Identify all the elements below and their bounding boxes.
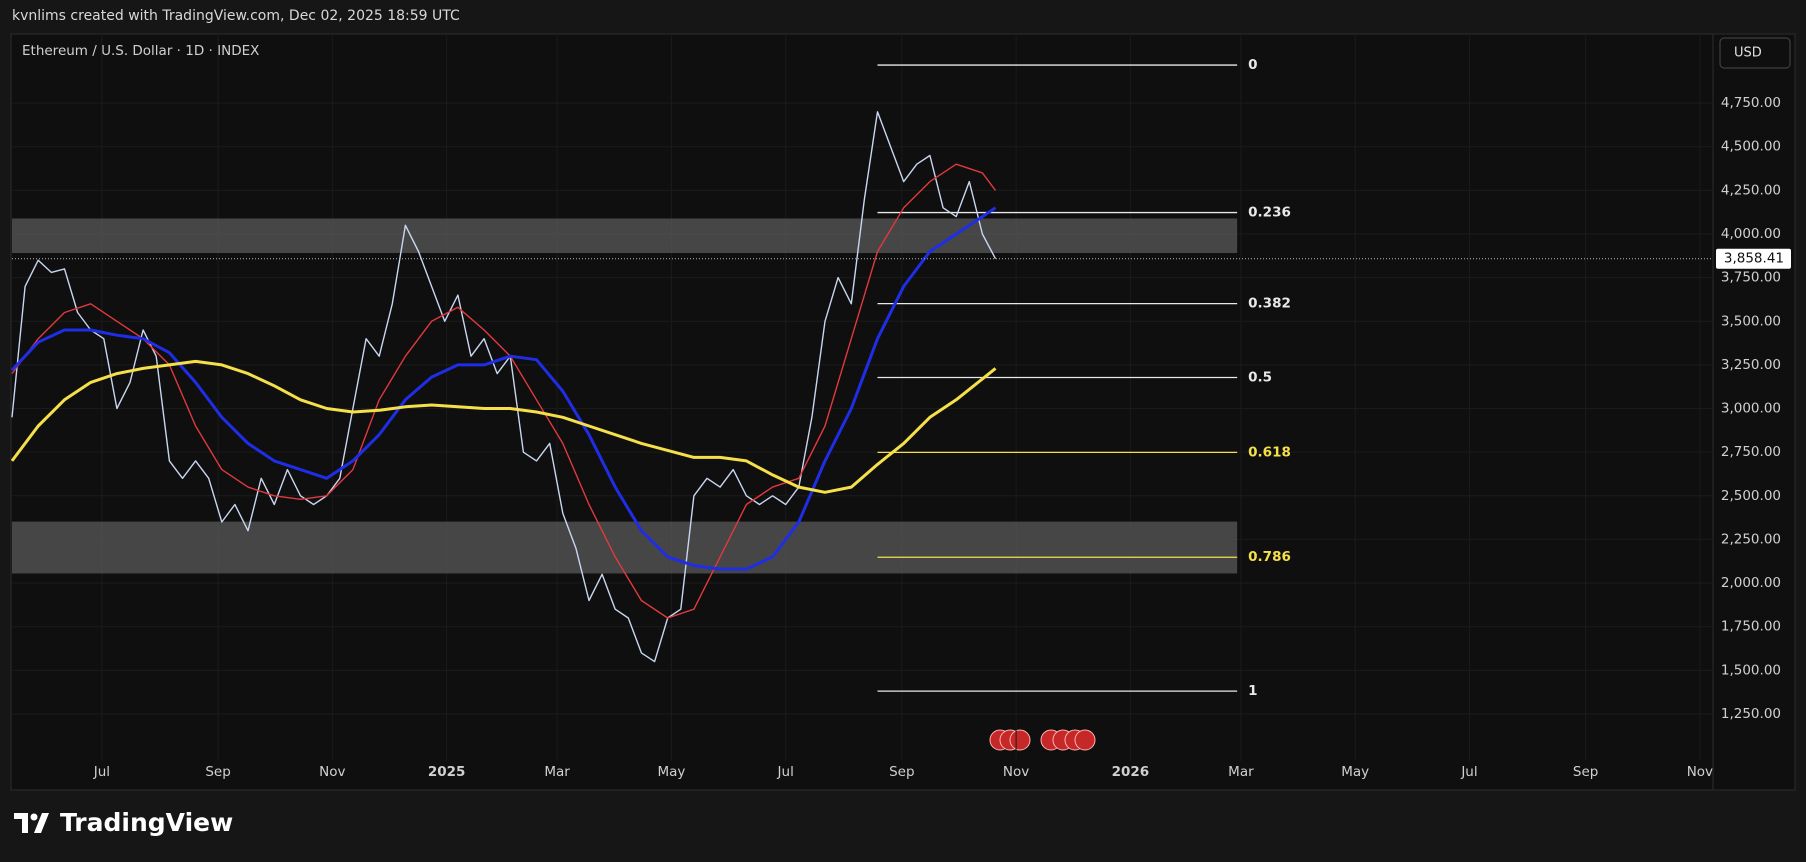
y-tick-label: 3,750.00 bbox=[1721, 270, 1781, 286]
fib-label: 0.618 bbox=[1248, 444, 1291, 460]
last-price-tag bbox=[1716, 248, 1791, 269]
currency-label[interactable]: USD bbox=[1734, 46, 1762, 61]
fib-label: 0 bbox=[1248, 57, 1257, 73]
x-tick-label: 2025 bbox=[428, 764, 466, 780]
zone bbox=[12, 521, 1238, 574]
y-tick-label: 2,500.00 bbox=[1721, 488, 1781, 504]
series-line bbox=[10, 359, 997, 494]
brand: TradingView bbox=[14, 808, 233, 837]
x-tick-label: Sep bbox=[889, 764, 914, 780]
fib-label: 1 bbox=[1248, 683, 1257, 699]
x-tick-label: Nov bbox=[1003, 764, 1029, 780]
chart-panel bbox=[10, 33, 1796, 791]
y-tick-label: 4,000.00 bbox=[1721, 226, 1781, 242]
y-tick-label: 3,500.00 bbox=[1721, 313, 1781, 329]
y-tick-label: 4,250.00 bbox=[1721, 182, 1781, 198]
brand-logo bbox=[14, 812, 49, 833]
y-tick-label: 2,000.00 bbox=[1721, 575, 1781, 591]
series-line bbox=[11, 111, 997, 663]
x-tick-label: Jul bbox=[93, 764, 110, 780]
fib-label: 0.786 bbox=[1248, 549, 1291, 565]
brand-name: TradingView bbox=[60, 808, 234, 837]
x-tick-label: Mar bbox=[544, 764, 570, 780]
y-tick-label: 1,250.00 bbox=[1721, 706, 1781, 722]
x-tick-label: Nov bbox=[319, 764, 345, 780]
y-tick-label: 1,500.00 bbox=[1721, 662, 1781, 678]
last-price-label: 3,858.41 bbox=[1724, 251, 1784, 267]
y-tick-label: 4,500.00 bbox=[1721, 139, 1781, 155]
x-tick-label: Sep bbox=[1573, 764, 1598, 780]
chart-title: Ethereum / U.S. Dollar · 1D · INDEX bbox=[22, 43, 259, 59]
x-tick-label: Jul bbox=[1460, 764, 1477, 780]
y-tick-label: 4,750.00 bbox=[1721, 95, 1781, 111]
credit: kvnlims created with TradingView.com, De… bbox=[12, 8, 460, 24]
x-tick-label: May bbox=[1341, 764, 1369, 780]
x-tick-label: 2026 bbox=[1112, 764, 1150, 780]
y-tick-label: 1,750.00 bbox=[1721, 619, 1781, 635]
y-tick-label: 3,250.00 bbox=[1721, 357, 1781, 373]
x-tick-label: Jul bbox=[777, 764, 794, 780]
y-tick-label: 2,250.00 bbox=[1721, 531, 1781, 547]
fib-label: 0.382 bbox=[1248, 296, 1291, 312]
fib-label: 0.236 bbox=[1248, 205, 1291, 221]
currency-button[interactable] bbox=[1719, 37, 1791, 69]
x-tick-label: Mar bbox=[1228, 764, 1254, 780]
y-tick-label: 2,750.00 bbox=[1721, 444, 1781, 460]
x-tick-label: May bbox=[657, 764, 685, 780]
y-tick-label: 3,000.00 bbox=[1721, 401, 1781, 417]
event-icons bbox=[989, 729, 1096, 751]
zone bbox=[12, 218, 1238, 254]
x-tick-label: Sep bbox=[205, 764, 230, 780]
x-tick-label: Nov bbox=[1687, 764, 1713, 780]
fib-label: 0.5 bbox=[1248, 369, 1272, 385]
chart: Ethereum / U.S. Dollar · 1D · INDEX USD … bbox=[10, 33, 1796, 791]
